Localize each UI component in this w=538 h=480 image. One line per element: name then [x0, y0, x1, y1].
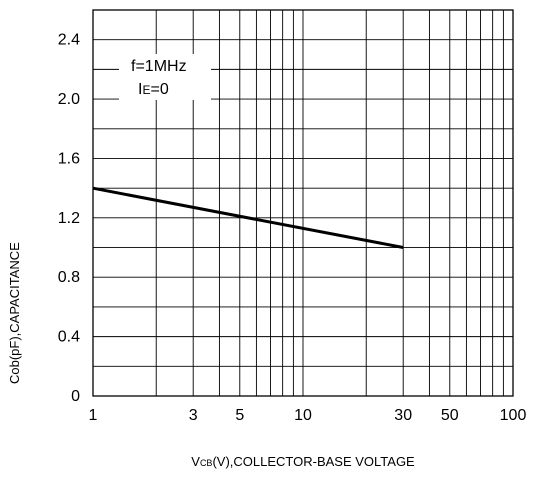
x-axis-label: VCB(V),COLLECTOR-BASE VOLTAGE [93, 454, 513, 469]
plot-frame [92, 9, 514, 397]
annotation-frequency: f=1MHz [131, 58, 187, 75]
annotation-ie-prefix: I [138, 81, 142, 98]
grid [92, 9, 514, 397]
x-tick-labels: 1 3 5 10 30 50 100 [89, 407, 527, 424]
x-tick-label: 30 [394, 407, 412, 424]
y-tick-label: 2.0 [58, 91, 80, 108]
x-tick-label: 1 [89, 407, 98, 424]
series-layer [92, 186, 404, 249]
x-axis-label-prefix: V [191, 454, 200, 469]
y-axis-label: Cob(pF),CAPACITANCE [7, 242, 22, 384]
x-axis-label-suffix: (V),COLLECTOR-BASE VOLTAGE [212, 454, 415, 469]
x-tick-label: 100 [500, 407, 527, 424]
x-tick-label: 3 [189, 407, 198, 424]
y-tick-label: 0 [71, 388, 80, 405]
annotation-emitter-current: IE=0 [138, 81, 169, 98]
y-tick-labels: 0 0.4 0.8 1.2 1.6 2.0 2.4 [58, 32, 80, 405]
x-axis-label-sub: CB [199, 458, 213, 468]
y-tick-label: 0.8 [58, 269, 80, 286]
y-tick-label: 2.4 [58, 32, 80, 49]
x-tick-label: 5 [235, 407, 244, 424]
y-tick-label: 0.4 [58, 329, 80, 346]
annotation-ie-sub: E [142, 83, 150, 97]
y-tick-label: 1.2 [58, 210, 80, 227]
annotation-ie-suffix: =0 [150, 81, 168, 98]
x-tick-label: 10 [294, 407, 312, 424]
x-tick-label: 50 [441, 407, 459, 424]
annotation-box [119, 54, 211, 100]
series-line [92, 186, 404, 249]
y-tick-label: 1.6 [58, 150, 80, 167]
